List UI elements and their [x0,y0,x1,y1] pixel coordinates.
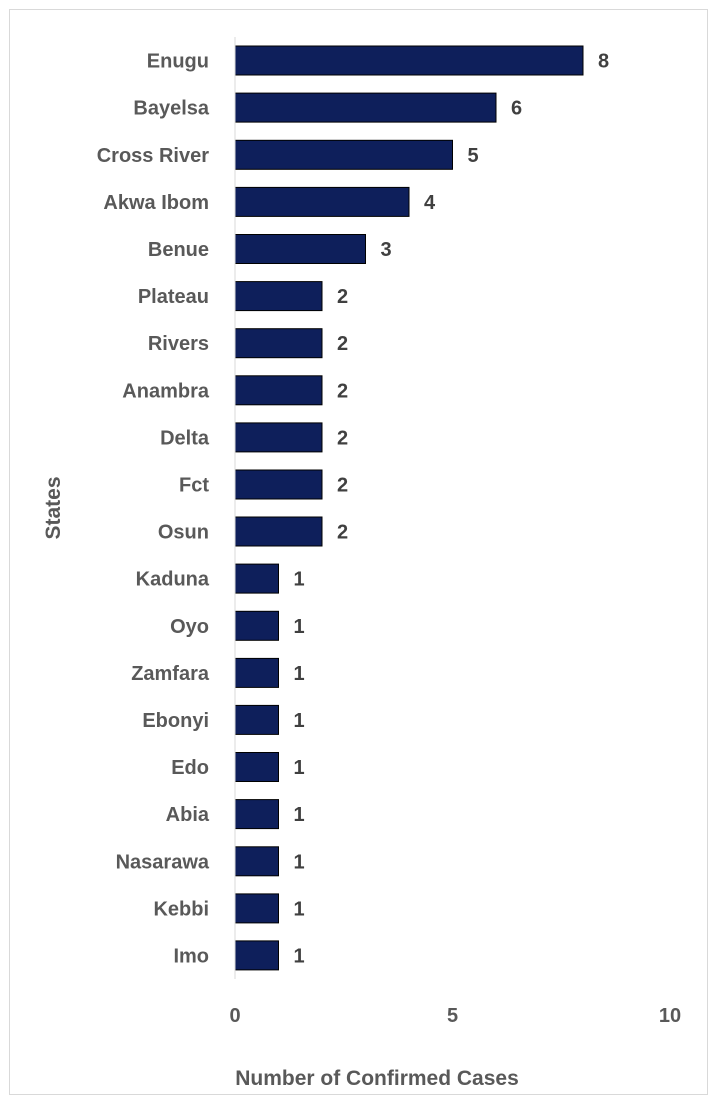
bar-plateau [234,281,323,312]
x-tick-label: 0 [229,1005,240,1027]
bar-ebonyi [234,704,279,735]
bar-anambra [234,375,323,406]
category-label: Nasarawa [116,851,210,873]
data-label: 1 [294,616,305,638]
bar-akwa-ibom [234,186,410,217]
bar-fct [234,469,323,500]
bar-imo [234,940,279,971]
x-tick-label: 10 [659,1005,681,1027]
data-label: 2 [337,380,348,402]
bars-layer [234,45,584,971]
data-label: 1 [294,569,305,591]
bar-bayelsa [234,92,497,123]
category-label: Zamfara [131,663,210,685]
data-label: 1 [294,710,305,732]
data-label: 1 [294,851,305,873]
category-label: Ebonyi [142,710,209,732]
x-axis-title: Number of Confirmed Cases [235,1067,519,1090]
data-label: 1 [294,898,305,920]
bar-enugu [234,45,584,76]
category-label: Benue [148,239,209,261]
category-label: Bayelsa [133,98,209,120]
data-label: 1 [294,663,305,685]
data-label: 2 [337,427,348,449]
y-axis-title: States [42,476,65,539]
category-label: Cross River [97,145,209,167]
category-label: Enugu [147,51,209,73]
data-label: 2 [337,522,348,544]
data-label: 6 [511,98,522,120]
category-label: Edo [171,757,209,779]
category-label: Rivers [148,333,209,355]
category-label: Anambra [122,380,210,402]
bar-kebbi [234,893,279,924]
bar-nasarawa [234,846,279,877]
category-label: Imo [173,945,209,967]
x-tick-label: 5 [447,1005,458,1027]
category-labels: Enugu Bayelsa Cross River Akwa Ibom Benue Pla… [97,51,210,968]
category-label: Akwa Ibom [103,192,209,214]
bar-cross-river [234,139,453,170]
data-label: 1 [294,757,305,779]
bar-edo [234,752,279,782]
category-label: Kaduna [136,569,210,591]
data-labels: 8 6 5 4 3 2 2 2 2 2 2 1 1 1 1 1 1 1 1 1 [294,51,610,968]
data-label: 2 [337,286,348,308]
data-label: 1 [294,804,305,826]
bar-zamfara [234,657,279,688]
category-label: Plateau [138,286,209,308]
data-label: 2 [337,475,348,497]
bar-abia [234,799,279,830]
bar-benue [234,234,366,264]
bar-oyo [234,610,279,641]
data-label: 8 [598,51,609,73]
bar-kaduna [234,563,279,594]
data-label: 5 [468,145,479,167]
category-label: Osun [158,522,209,544]
x-tick-labels: 0 5 10 [229,1005,681,1027]
data-label: 2 [337,333,348,355]
category-label: Fct [179,475,209,497]
category-label: Abia [166,804,210,826]
category-label: Oyo [170,616,209,638]
data-label: 1 [294,945,305,967]
data-label: 3 [381,239,392,261]
bar-rivers [234,328,323,359]
bar-delta [234,422,323,453]
category-label: Kebbi [153,898,209,920]
data-label: 4 [424,192,436,214]
bar-osun [234,516,323,547]
category-label: Delta [160,427,210,449]
